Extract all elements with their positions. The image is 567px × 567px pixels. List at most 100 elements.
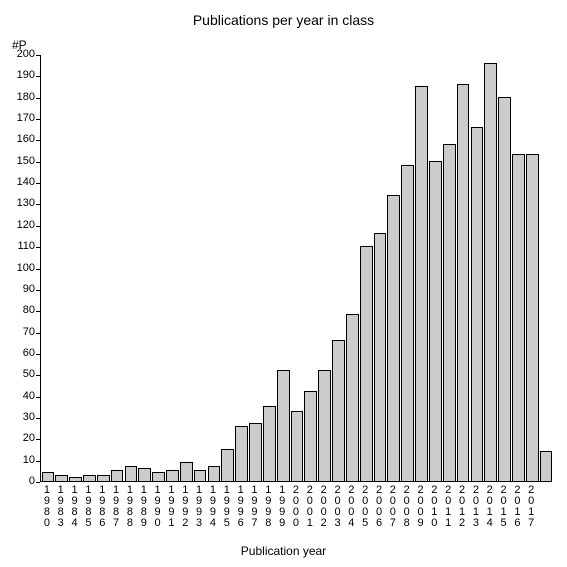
y-tick-label: 80 [23,304,35,316]
y-tick-mark [36,204,40,205]
y-tick-mark [36,397,40,398]
y-tick-label: 20 [23,432,35,444]
bar [374,233,387,481]
chart-title: Publications per year in class [0,12,567,28]
bar [291,411,304,481]
y-tick-label: 100 [17,262,35,274]
x-tick-label: 1998 [261,485,275,529]
bar [387,195,400,481]
bar [125,466,138,481]
y-tick-label: 200 [17,48,35,60]
plot-area [40,55,552,482]
y-tick-label: 0 [29,475,35,487]
x-tick-label: 2011 [441,485,455,529]
bar [457,84,470,481]
y-tick-label: 160 [17,133,35,145]
y-tick-label: 170 [17,112,35,124]
y-tick-label: 140 [17,176,35,188]
bar [304,391,317,481]
y-tick-label: 180 [17,91,35,103]
y-tick-mark [36,183,40,184]
x-tick-label: 2008 [400,485,414,529]
y-tick-mark [36,418,40,419]
bar [429,161,442,481]
bar [415,86,428,481]
bar [484,63,497,481]
bar [166,470,179,481]
bar [277,370,290,481]
x-tick-label: 1987 [109,485,123,529]
x-tick-label: 2009 [414,485,428,529]
x-tick-label: 2014 [483,485,497,529]
bar [471,127,484,481]
bar [138,468,151,481]
bar [194,470,207,481]
x-tick-label: 1991 [165,485,179,529]
y-tick-mark [36,55,40,56]
y-tick-mark [36,333,40,334]
x-tick-label: 1986 [95,485,109,529]
x-tick-label: 1992 [178,485,192,529]
y-tick-mark [36,247,40,248]
bar [55,475,68,481]
x-tick-label: 2005 [358,485,372,529]
x-tick-label: 1980 [40,485,54,529]
y-tick-mark [36,461,40,462]
y-tick-label: 40 [23,390,35,402]
x-tick-label: 1995 [220,485,234,529]
x-tick-label: 1997 [248,485,262,529]
bar [69,477,82,481]
bar [526,154,539,481]
bar [318,370,331,481]
bar [498,97,511,481]
bar [263,406,276,481]
y-tick-label: 190 [17,69,35,81]
bar [401,165,414,481]
y-tick-label: 50 [23,368,35,380]
bar [346,314,359,481]
y-tick-label: 120 [17,219,35,231]
bar [540,451,553,481]
y-tick-mark [36,140,40,141]
y-tick-mark [36,119,40,120]
x-tick-label: 1994 [206,485,220,529]
bar [249,423,262,481]
x-tick-label: 2007 [386,485,400,529]
y-tick-label: 150 [17,155,35,167]
x-tick-label: 2016 [510,485,524,529]
bar [83,475,96,481]
y-tick-mark [36,98,40,99]
x-tick-label: 1993 [192,485,206,529]
y-tick-mark [36,290,40,291]
bar [180,462,193,481]
y-tick-mark [36,76,40,77]
bar [208,466,221,481]
x-tick-label: 1999 [275,485,289,529]
x-tick-label: 1990 [151,485,165,529]
y-tick-mark [36,439,40,440]
x-tick-label: 2004 [344,485,358,529]
y-tick-mark [36,269,40,270]
x-tick-label: 2001 [303,485,317,529]
y-tick-label: 10 [23,454,35,466]
x-tick-label: 1984 [68,485,82,529]
x-tick-label: 2013 [469,485,483,529]
bar [111,470,124,481]
bar [42,472,55,481]
x-tick-label: 2017 [524,485,538,529]
y-tick-label: 110 [17,240,35,252]
y-tick-mark [36,162,40,163]
x-tick-label: 2012 [455,485,469,529]
x-tick-label: 2003 [331,485,345,529]
x-tick-label: 2002 [317,485,331,529]
bar [512,154,525,481]
chart-container: Publications per year in class #P Public… [0,0,567,567]
y-tick-label: 130 [17,197,35,209]
x-tick-label: 1996 [234,485,248,529]
y-tick-label: 30 [23,411,35,423]
x-tick-label: 1989 [137,485,151,529]
y-tick-mark [36,354,40,355]
x-tick-label: 1988 [123,485,137,529]
bar [221,449,234,481]
x-tick-label: 1985 [82,485,96,529]
